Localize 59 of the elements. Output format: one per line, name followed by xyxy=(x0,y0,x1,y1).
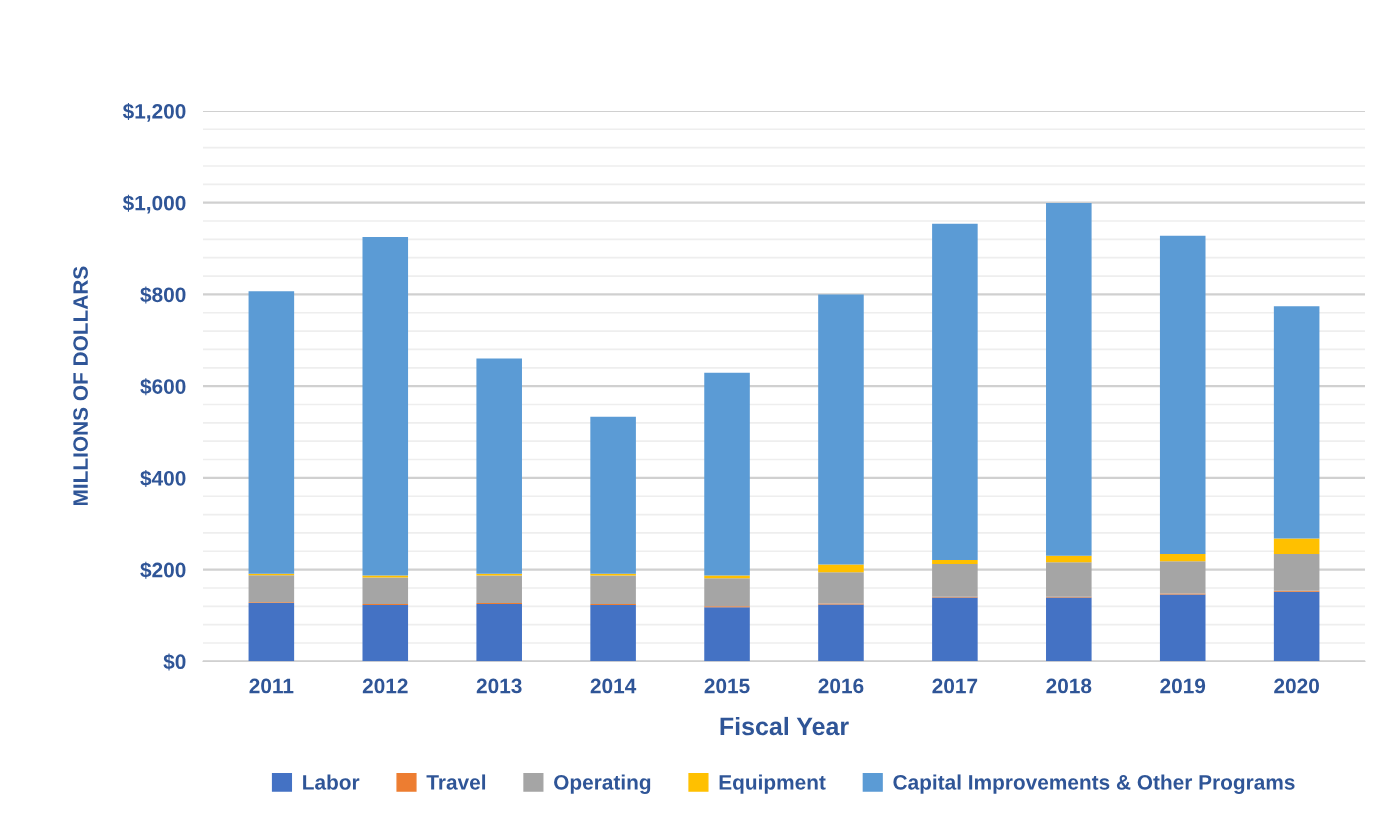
y-tick-label: $0 xyxy=(163,653,186,671)
bar xyxy=(932,564,978,597)
bar xyxy=(1159,554,1206,562)
y-tick-label: $600 xyxy=(140,378,186,396)
x-tick-label: 2013 xyxy=(476,678,522,694)
bar xyxy=(1273,591,1320,662)
legend-label: Operating xyxy=(554,774,651,794)
x-tick-label: 2011 xyxy=(249,678,294,694)
bar xyxy=(1159,561,1206,594)
bar xyxy=(248,291,295,574)
bar xyxy=(932,597,978,662)
bar xyxy=(362,237,409,576)
bar xyxy=(932,223,978,560)
bar xyxy=(818,294,864,565)
x-tick-label: 2018 xyxy=(1046,678,1092,694)
y-tick-label: $1,000 xyxy=(122,194,186,214)
bar xyxy=(590,604,636,662)
bar xyxy=(818,564,864,573)
legend-label: Travel xyxy=(426,774,486,790)
bar xyxy=(1046,597,1092,662)
x-tick-label: 2014 xyxy=(590,678,637,694)
bar xyxy=(590,416,636,574)
bar xyxy=(704,607,750,662)
legend-label: Labor xyxy=(303,774,360,790)
bar xyxy=(362,604,409,662)
x-tick-label: 2015 xyxy=(704,678,750,694)
bar xyxy=(1046,203,1092,556)
bar xyxy=(476,604,522,662)
y-axis-title: MILLIONS OF DOLLARS xyxy=(73,266,88,506)
x-axis-title: Fiscal Year xyxy=(720,716,849,736)
legend-label: Equipment xyxy=(719,774,826,794)
bar xyxy=(362,577,409,605)
bar xyxy=(818,604,864,662)
y-tick-label: $800 xyxy=(140,286,186,304)
bar xyxy=(590,575,636,605)
bar xyxy=(476,358,522,574)
bar xyxy=(248,575,295,603)
bar xyxy=(248,603,295,662)
bar xyxy=(1273,306,1320,539)
x-tick-label: 2020 xyxy=(1274,678,1319,694)
x-tick-label: 2016 xyxy=(818,678,864,694)
bar xyxy=(1046,555,1092,563)
x-tick-label: 2012 xyxy=(362,678,408,694)
x-tick-label: 2019 xyxy=(1160,678,1206,694)
x-tick-label: 2017 xyxy=(932,678,978,694)
y-tick-label: $200 xyxy=(140,561,186,579)
bar xyxy=(1159,235,1206,555)
bar xyxy=(818,572,864,604)
y-tick-label: $1,200 xyxy=(122,103,186,122)
bar xyxy=(1273,538,1320,555)
bar xyxy=(1159,594,1206,662)
bar xyxy=(704,578,750,607)
bar xyxy=(1273,554,1320,591)
y-tick-label: $400 xyxy=(140,469,186,487)
bar xyxy=(1046,562,1092,597)
legend-label: Capital Improvements & Other Programs xyxy=(893,774,1295,794)
bar xyxy=(932,559,978,565)
bar xyxy=(704,372,750,576)
bar xyxy=(476,575,522,604)
